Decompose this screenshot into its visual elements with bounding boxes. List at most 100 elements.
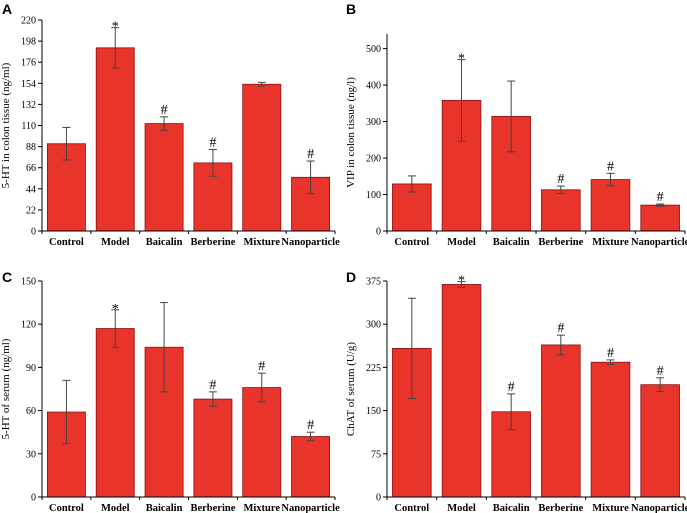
x-tick-label: Baicalin: [493, 503, 530, 513]
chart-panel-a: A 5-HT in colon tissue (ng/ml) Control * Mod…: [0, 1, 340, 248]
y-tick-label: 150: [21, 277, 36, 288]
significance-hash: #: [557, 321, 564, 336]
x-tick-label: Mixture: [243, 237, 280, 248]
significance-hash: #: [607, 159, 614, 174]
y-tick-label: 300: [366, 117, 381, 128]
bar-berberine: [541, 344, 581, 498]
y-tick-label: 500: [366, 44, 381, 55]
y-tick-label: 88: [26, 142, 36, 153]
panel-label: A: [2, 1, 12, 17]
y-tick-label: 375: [366, 277, 381, 288]
y-tick-label: 22: [26, 205, 36, 216]
bar-model: [95, 328, 135, 498]
x-tick-label: Control: [49, 237, 84, 248]
x-tick-label: Nanoparticle: [281, 237, 340, 248]
significance-hash: #: [657, 364, 664, 379]
y-tick-label: 176: [21, 58, 36, 69]
y-tick-label: 300: [366, 320, 381, 331]
y-axis-label: VIP in colon tissue (ng/l): [345, 77, 357, 188]
significance-hash: #: [307, 147, 314, 162]
axes: [41, 281, 335, 498]
panel-label: B: [346, 1, 356, 17]
bar-mixture: [242, 387, 282, 498]
x-tick-label: Berberine: [538, 503, 583, 513]
bar-mixture: [242, 83, 282, 232]
bar-berberine: [193, 398, 233, 498]
x-tick-label: Model: [101, 503, 130, 513]
x-tick-label: Model: [101, 237, 130, 248]
significance-star: *: [112, 302, 119, 317]
y-tick-label: 132: [21, 100, 36, 111]
significance-star: *: [112, 20, 119, 35]
chart-panel-b: B VIP in colon tissue (ng/l) Control * Model…: [345, 1, 687, 248]
y-tick-label: 0: [376, 227, 381, 238]
panel-label: C: [2, 269, 12, 285]
y-tick-label: 225: [366, 363, 381, 374]
x-tick-label: Control: [394, 503, 429, 513]
y-tick-label: 30: [26, 449, 36, 460]
y-tick-label: 0: [31, 493, 36, 504]
x-tick-label: Berberine: [190, 503, 235, 513]
significance-star: *: [458, 52, 465, 67]
x-tick-label: Berberine: [538, 237, 583, 248]
x-tick-label: Nanoparticle: [631, 237, 687, 248]
bar-nanoparticle: [291, 436, 331, 498]
y-axis-label: ChAT of serum (U/g): [345, 342, 357, 437]
significance-hash: #: [209, 378, 216, 393]
x-tick-label: Baicalin: [493, 237, 530, 248]
x-tick-label: Mixture: [243, 503, 280, 513]
y-tick-label: 66: [26, 163, 36, 174]
y-tick-label: 60: [26, 406, 36, 417]
panel-label: D: [346, 269, 356, 285]
bar-model: [441, 284, 482, 498]
x-tick-label: Baicalin: [146, 503, 183, 513]
x-tick-label: Model: [447, 237, 476, 248]
significance-hash: #: [307, 418, 314, 433]
y-tick-label: 100: [366, 190, 381, 201]
y-tick-label: 150: [366, 406, 381, 417]
y-tick-label: 200: [366, 154, 381, 165]
significance-hash: #: [607, 346, 614, 361]
y-tick-label: 220: [21, 16, 36, 27]
y-tick-label: 198: [21, 37, 36, 48]
x-tick-label: Control: [49, 503, 84, 513]
y-axis-label: 5-HT in colon tissue (ng/ml): [0, 62, 12, 188]
axes: [41, 20, 335, 232]
x-tick-label: Baicalin: [146, 237, 183, 248]
significance-star: *: [458, 274, 465, 289]
x-tick-label: Berberine: [190, 237, 235, 248]
bar-nanoparticle: [640, 204, 680, 232]
bar-berberine: [541, 189, 581, 232]
chart-panel-d: D ChAT of serum (U/g) Control * Model # Baical…: [345, 269, 687, 513]
y-tick-label: 120: [21, 320, 36, 331]
chart-panel-c: C 5-HT of serum (ng/ml) Control * Model Baica…: [0, 269, 340, 513]
significance-hash: #: [508, 380, 515, 395]
y-tick-label: 154: [21, 79, 36, 90]
bar-model: [95, 47, 135, 232]
x-tick-label: Nanoparticle: [281, 503, 340, 513]
y-axis-label: 5-HT of serum (ng/ml): [0, 338, 12, 439]
significance-hash: #: [161, 103, 168, 118]
bar-baicalin: [144, 123, 184, 232]
x-tick-label: Mixture: [592, 503, 629, 513]
significance-hash: #: [557, 172, 564, 187]
y-tick-label: 0: [376, 493, 381, 504]
y-tick-label: 110: [21, 121, 36, 132]
x-tick-label: Control: [394, 237, 429, 248]
bar-mixture: [590, 361, 631, 498]
bar-mixture: [590, 179, 631, 232]
y-tick-label: 75: [371, 449, 381, 460]
significance-hash: #: [258, 359, 265, 374]
y-tick-label: 44: [26, 184, 36, 195]
y-tick-label: 0: [31, 227, 36, 238]
significance-hash: #: [209, 135, 216, 150]
y-tick-label: 400: [366, 81, 381, 92]
x-tick-label: Model: [447, 503, 476, 513]
bar-nanoparticle: [640, 384, 680, 498]
axes: [386, 34, 685, 232]
y-tick-label: 90: [26, 363, 36, 374]
axes: [386, 281, 685, 498]
significance-hash: #: [657, 190, 664, 205]
x-tick-label: Mixture: [592, 237, 629, 248]
